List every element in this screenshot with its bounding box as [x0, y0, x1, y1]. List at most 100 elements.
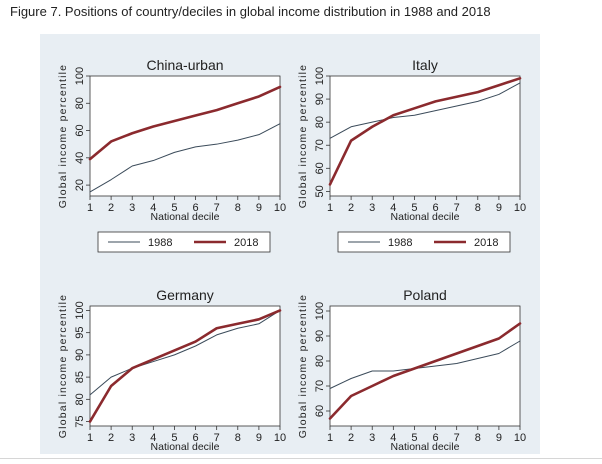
x-tick-label: 6 — [432, 202, 438, 214]
y-tick-label: 60 — [74, 124, 86, 136]
series-line-2018 — [328, 322, 522, 420]
y-tick-label: 95 — [74, 327, 86, 339]
x-tick-label: 4 — [150, 202, 156, 214]
series-line-2018 — [328, 77, 522, 186]
x-tick-label: 8 — [475, 202, 481, 214]
chart-china-urban: China-urban 20 40 60 80 100 Global income perc… — [57, 57, 286, 253]
legend-label-2018: 2018 — [474, 237, 498, 249]
y-tick-label: 80 — [74, 97, 86, 109]
y-tick-label: 60 — [314, 162, 326, 174]
chart-title: Germany — [156, 287, 214, 303]
plot-area — [89, 305, 281, 427]
x-axis-label: National decile — [391, 211, 460, 223]
x-tick-label: 5 — [171, 202, 177, 214]
y-tick-label: 20 — [74, 179, 86, 191]
legend-label-1988: 1988 — [388, 237, 412, 249]
x-tick-label: 2 — [108, 432, 114, 444]
y-tick-label: 80 — [74, 393, 86, 405]
y-axis-label: Global income percentile — [297, 294, 309, 438]
y-tick-label: 100 — [314, 302, 326, 320]
bottom-divider — [0, 458, 602, 459]
x-tick-label: 9 — [496, 202, 502, 214]
x-tick-label: 9 — [256, 432, 262, 444]
chart-title: Poland — [403, 287, 447, 303]
x-tick-label: 9 — [496, 432, 502, 444]
legend-box — [337, 231, 511, 253]
chart-title: China-urban — [146, 57, 223, 73]
y-tick-label: 85 — [74, 371, 86, 383]
y-tick-label: 90 — [74, 349, 86, 361]
y-tick-label: 100 — [314, 67, 326, 85]
x-tick-label: 2 — [348, 202, 354, 214]
series-line-2018 — [88, 85, 282, 161]
x-tick-label: 7 — [214, 202, 220, 214]
x-tick-label: 6 — [192, 432, 198, 444]
x-tick-label: 6 — [192, 202, 198, 214]
x-tick-label: 4 — [390, 202, 396, 214]
y-tick-label: 80 — [314, 116, 326, 128]
legend-label-1988: 1988 — [148, 237, 172, 249]
legend-box — [97, 231, 271, 253]
series-line-1988 — [89, 123, 281, 193]
series-line-1988 — [89, 309, 281, 396]
y-tick-label: 100 — [74, 67, 86, 85]
x-tick-label: 3 — [369, 432, 375, 444]
y-tick-label: 60 — [314, 405, 326, 417]
x-tick-label: 4 — [150, 432, 156, 444]
x-tick-label: 8 — [235, 432, 241, 444]
y-axis-label: Global income percentile — [297, 64, 309, 208]
chart-poland: Poland 60 70 80 90 100 Global income percentil… — [297, 287, 526, 453]
x-axis-label: National decile — [151, 211, 220, 223]
plot-area — [89, 75, 281, 197]
y-axis-label: Global income percentile — [57, 64, 69, 208]
y-tick-label: 90 — [314, 93, 326, 105]
x-tick-label: 7 — [454, 432, 460, 444]
x-tick-label: 3 — [129, 202, 135, 214]
x-tick-label: 1 — [87, 202, 93, 214]
x-tick-label: 1 — [327, 202, 333, 214]
series-line-1988 — [329, 82, 521, 139]
x-tick-label: 8 — [475, 432, 481, 444]
y-tick-label: 50 — [314, 185, 326, 197]
x-tick-label: 5 — [411, 202, 417, 214]
y-tick-label: 90 — [314, 330, 326, 342]
plot-area — [329, 75, 521, 197]
legend: 1988 2018 — [337, 231, 511, 253]
legend: 1988 2018 — [97, 231, 271, 253]
x-tick-label: 5 — [411, 432, 417, 444]
x-tick-label: 10 — [514, 432, 526, 444]
y-tick-label: 75 — [74, 415, 86, 427]
x-tick-label: 7 — [214, 432, 220, 444]
x-tick-label: 3 — [369, 202, 375, 214]
y-tick-label: 100 — [74, 301, 86, 319]
legend-label-2018: 2018 — [234, 237, 258, 249]
x-tick-label: 6 — [432, 432, 438, 444]
chart-title: Italy — [412, 57, 438, 73]
x-tick-label: 3 — [129, 432, 135, 444]
x-tick-label: 2 — [348, 432, 354, 444]
x-tick-label: 10 — [514, 202, 526, 214]
x-tick-label: 1 — [327, 432, 333, 444]
x-axis-label: National decile — [151, 441, 220, 453]
x-tick-label: 4 — [390, 432, 396, 444]
x-tick-label: 9 — [256, 202, 262, 214]
series-line-1988 — [329, 340, 521, 389]
x-axis-label: National decile — [391, 441, 460, 453]
series-line-2018 — [88, 309, 282, 423]
x-tick-label: 1 — [87, 432, 93, 444]
x-tick-label: 10 — [274, 202, 286, 214]
y-tick-label: 80 — [314, 355, 326, 367]
chart-italy: Italy 50 60 70 80 90 100 Global income percenti… — [297, 57, 526, 253]
x-tick-label: 8 — [235, 202, 241, 214]
x-tick-label: 10 — [274, 432, 286, 444]
y-tick-label: 40 — [74, 152, 86, 164]
y-axis-label: Global income percentile — [57, 294, 69, 438]
x-tick-label: 5 — [171, 432, 177, 444]
y-tick-label: 70 — [314, 139, 326, 151]
y-tick-label: 70 — [314, 380, 326, 392]
x-tick-label: 2 — [108, 202, 114, 214]
x-tick-label: 7 — [454, 202, 460, 214]
figure-title: Figure 7. Positions of country/deciles i… — [10, 4, 491, 19]
